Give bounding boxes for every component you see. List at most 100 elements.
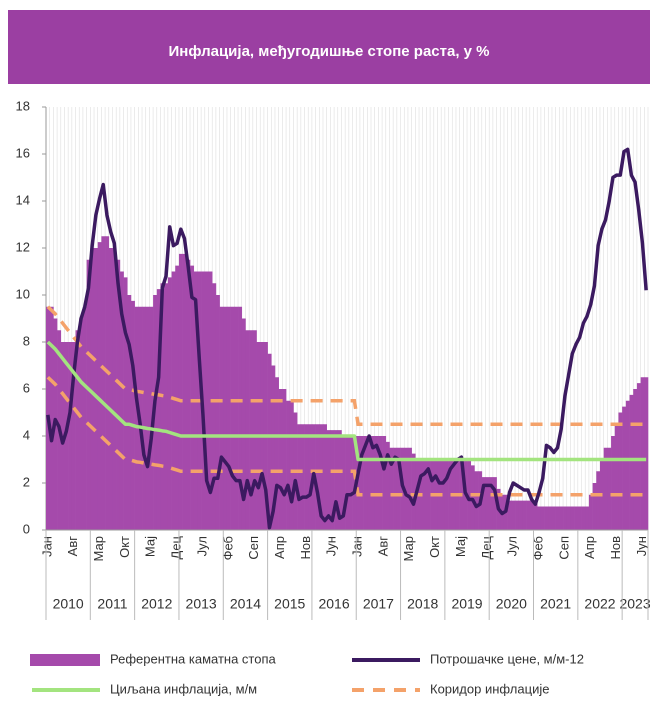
bar (219, 306, 224, 530)
year-label: 2011 (97, 596, 127, 612)
year-label: 2019 (451, 596, 482, 612)
bar (337, 430, 342, 530)
bar (119, 271, 124, 530)
bar (404, 447, 409, 530)
year-label: 2021 (540, 596, 571, 612)
bar (640, 377, 645, 530)
x-tick-label: Дец (169, 535, 184, 559)
bar (544, 506, 549, 530)
bar (286, 400, 291, 530)
bar (529, 500, 534, 530)
x-tick-label: Јул (505, 536, 520, 556)
bar (636, 383, 641, 530)
x-tick-label: Апр (272, 536, 287, 559)
y-tick-label: 18 (16, 98, 30, 113)
x-tick-label: Јан (350, 536, 365, 557)
bar (515, 500, 520, 530)
y-tick-label: 10 (16, 286, 30, 301)
bar (252, 330, 257, 530)
bar (426, 459, 431, 530)
x-tick-label: Авг (65, 536, 80, 557)
bar (511, 500, 516, 530)
bar (322, 424, 327, 530)
bar (223, 306, 228, 530)
bar (441, 459, 446, 530)
bar (178, 253, 183, 530)
bar (82, 306, 87, 530)
bar (289, 400, 294, 530)
bar (522, 500, 527, 530)
x-tick-label: Јул (194, 536, 209, 556)
x-tick-label: Мар (91, 536, 106, 561)
bar (540, 506, 545, 530)
x-tick-label: Јун (634, 536, 649, 556)
bar (315, 424, 320, 530)
bar (526, 500, 531, 530)
bar (160, 283, 165, 530)
bar (551, 506, 556, 530)
bar (574, 506, 579, 530)
year-label: 2017 (363, 596, 394, 612)
bar (167, 277, 172, 530)
bar (186, 259, 191, 530)
bar (611, 436, 616, 530)
bar (588, 494, 593, 530)
bar (134, 306, 139, 530)
legend-label: Циљана инфлација, м/м (110, 681, 257, 696)
bar (367, 436, 372, 530)
bar (123, 277, 128, 530)
bar (149, 306, 154, 530)
legend-label: Коридор инфлације (430, 681, 549, 696)
x-tick-label: Јун (324, 536, 339, 556)
bar (618, 412, 623, 530)
bar (359, 436, 364, 530)
bar (97, 242, 102, 530)
bar (319, 424, 324, 530)
x-tick-label: Јан (39, 536, 54, 557)
bar (485, 477, 490, 530)
year-label: 2015 (274, 596, 305, 612)
bar (492, 477, 497, 530)
x-tick-label: Мар (401, 536, 416, 561)
bar (90, 248, 95, 530)
bar (330, 430, 335, 530)
bar (603, 447, 608, 530)
bar (537, 506, 542, 530)
year-label: 2018 (407, 596, 438, 612)
legend-label: Потрошачке цене, м/м-12 (430, 651, 584, 666)
header-band (8, 10, 650, 84)
x-tick-label: Сеп (246, 536, 261, 560)
bar (245, 330, 250, 530)
bar (385, 441, 390, 530)
x-tick-label: Апр (582, 536, 597, 559)
bar (559, 506, 564, 530)
bar (71, 342, 76, 530)
bar (304, 424, 309, 530)
bar (238, 306, 243, 530)
bar (518, 500, 523, 530)
bar (156, 289, 161, 530)
y-tick-label: 12 (16, 239, 30, 254)
bar (49, 306, 54, 530)
bar (234, 306, 239, 530)
bar (86, 259, 91, 530)
x-tick-label: Мај (143, 536, 158, 557)
bar (212, 283, 217, 530)
x-tick-label: Мај (453, 536, 468, 557)
bar (108, 248, 113, 530)
bar (378, 436, 383, 530)
bar (422, 459, 427, 530)
bar (396, 447, 401, 530)
chart-title: Инфлација, међугодишње стопе раста, у % (169, 43, 490, 60)
bar (644, 377, 649, 530)
bar (570, 506, 575, 530)
bar (614, 424, 619, 530)
line (46, 340, 647, 462)
x-tick-label: Окт (427, 536, 442, 558)
year-label: 2016 (318, 596, 349, 612)
bar (190, 265, 195, 530)
bar (585, 506, 590, 530)
bar (592, 483, 597, 530)
bar (548, 506, 553, 530)
